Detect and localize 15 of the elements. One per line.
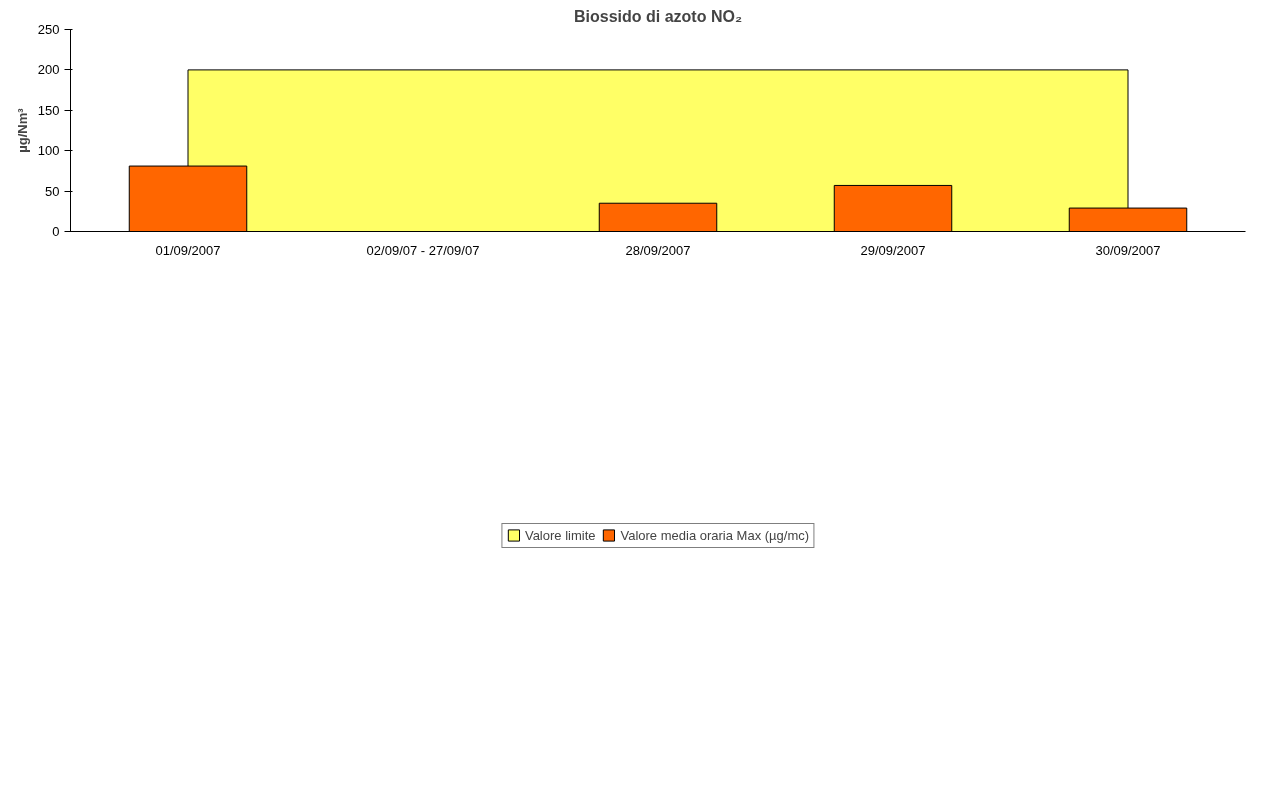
x-tick-label: 30/09/2007 <box>1095 242 1161 258</box>
legend-label: Valore limite <box>524 527 596 543</box>
x-tick-label: 29/09/2007 <box>860 242 926 258</box>
legend-label: Valore media oraria Max (µg/mc) <box>620 527 810 543</box>
y-tick-label: 100 <box>37 143 60 159</box>
x-tick-label: 02/09/07 - 27/09/07 <box>366 242 480 258</box>
y-axis-title: µg/Nm³ <box>14 107 30 153</box>
y-tick-label: 0 <box>52 224 60 239</box>
y-tick-label: 150 <box>37 102 60 118</box>
x-tick-label: 01/09/2007 <box>155 242 221 258</box>
y-tick-label: 50 <box>45 183 60 199</box>
y-tick-label: 250 <box>37 22 60 37</box>
x-tick-label: 28/09/2007 <box>625 242 691 258</box>
y-tick-label: 200 <box>37 62 60 78</box>
chart-title: Biossido di azoto NO₂ <box>574 7 742 25</box>
